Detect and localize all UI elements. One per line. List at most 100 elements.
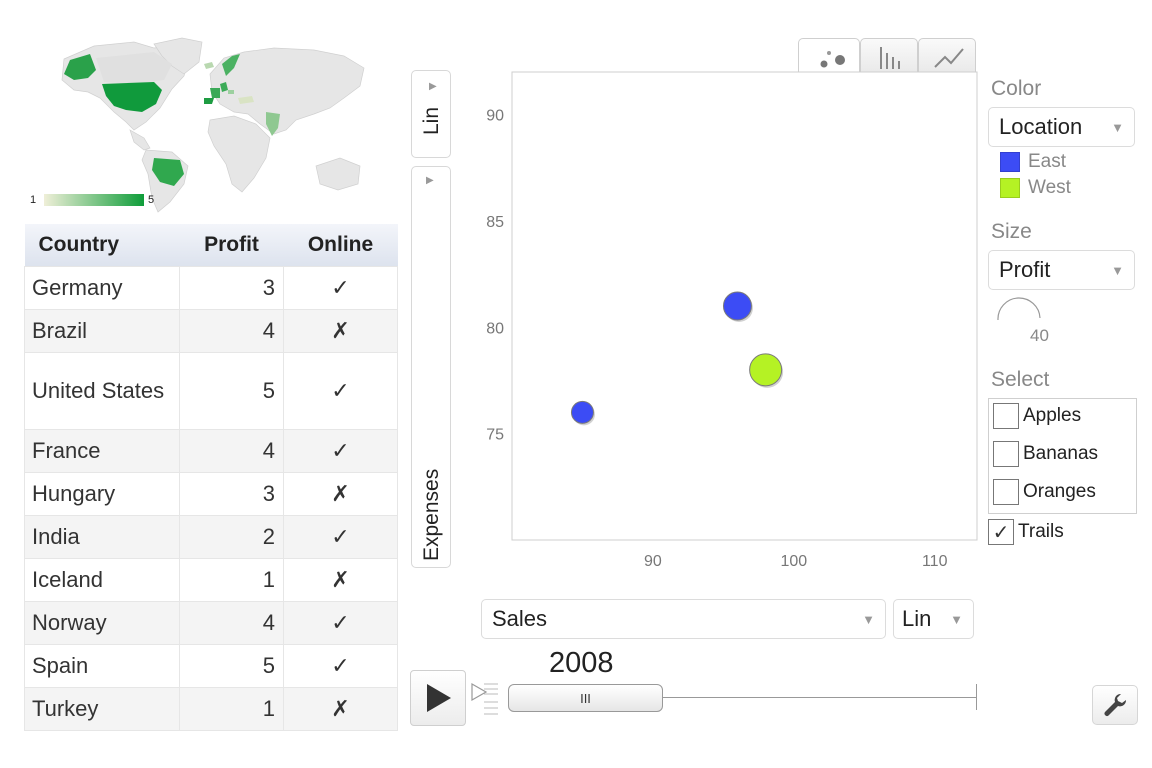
legend-swatch-west <box>1000 178 1020 198</box>
x-tick-label: 110 <box>922 553 948 570</box>
table-header-row: Country Profit Online <box>24 224 398 266</box>
select-label-apples: Apples <box>1023 405 1082 426</box>
line-chart-icon <box>934 48 964 68</box>
cell-online: ✗ <box>283 471 398 516</box>
table-row[interactable]: Spain 5 ✓ <box>24 643 398 688</box>
chevron-down-icon: ▼ <box>1111 262 1124 278</box>
column-header-profit[interactable]: Profit <box>179 224 284 266</box>
color-dropdown[interactable]: Location ▼ <box>988 107 1135 147</box>
timeline-slider-thumb[interactable]: III <box>508 684 663 712</box>
x-tick-label: 100 <box>780 553 807 570</box>
cell-country: Brazil <box>24 308 180 353</box>
table-row[interactable]: Iceland 1 ✗ <box>24 557 398 602</box>
x-scale-dropdown[interactable]: Lin ▼ <box>893 599 974 639</box>
y-scale-dropdown[interactable]: ▶ Lin <box>411 70 451 158</box>
select-label-bananas: Bananas <box>1023 443 1099 464</box>
tab-bubble-chart[interactable] <box>798 38 860 74</box>
cell-profit: 4 <box>179 308 284 353</box>
legend-swatch-east <box>1000 152 1020 172</box>
settings-button[interactable] <box>1092 685 1138 725</box>
select-item-apples[interactable]: Apples <box>993 403 1081 429</box>
table-row[interactable]: Germany 3 ✓ <box>24 265 398 310</box>
x-variable-dropdown[interactable]: Sales ▼ <box>481 599 886 639</box>
land-eurasia <box>209 47 365 135</box>
table-row[interactable]: Turkey 1 ✗ <box>24 686 398 731</box>
plot-area <box>511 71 978 541</box>
cell-online: ✓ <box>283 643 398 688</box>
table-body: Germany 3 ✓ Brazil 4 ✗ United States 5 ✓ France 4 ✓… <box>24 265 398 731</box>
size-dial-value: 40 <box>1030 326 1049 345</box>
y-tick-label: 80 <box>486 320 504 337</box>
legend-item-east[interactable]: East <box>1000 151 1066 173</box>
slider-grip-icon: III <box>580 690 591 706</box>
table-row[interactable]: India 2 ✓ <box>24 514 398 559</box>
y-variable-dropdown[interactable]: ▶ Expenses <box>411 166 451 568</box>
play-button[interactable] <box>410 670 466 726</box>
column-header-country[interactable]: Country <box>24 224 180 266</box>
geo-legend-gradient <box>44 194 144 206</box>
column-header-online[interactable]: Online <box>283 224 398 266</box>
highlighted-countries <box>64 52 280 186</box>
select-list: Apples Bananas Oranges <box>988 398 1137 514</box>
checkbox-apples[interactable] <box>993 403 1019 429</box>
legend-item-west[interactable]: West <box>1000 177 1071 199</box>
table-row[interactable]: United States 5 ✓ <box>24 351 398 430</box>
country-united-states <box>102 82 162 112</box>
chevron-down-icon: ▼ <box>950 611 963 627</box>
country-germany <box>220 82 228 92</box>
cell-online: ✗ <box>283 686 398 731</box>
checkbox-bananas[interactable] <box>993 441 1019 467</box>
chevron-down-icon: ▼ <box>1111 119 1124 135</box>
cell-profit: 1 <box>179 686 284 731</box>
select-item-oranges[interactable]: Oranges <box>993 479 1096 505</box>
size-section-label: Size <box>991 220 1032 243</box>
y-variable-label: Expenses <box>420 468 443 561</box>
country-brazil <box>152 158 184 186</box>
land-australia <box>315 157 361 191</box>
select-item-bananas[interactable]: Bananas <box>993 441 1098 467</box>
timeline-end-marker <box>976 684 977 710</box>
legend-label-west: West <box>1028 177 1071 198</box>
country-norway <box>222 54 240 76</box>
y-tick-label: 75 <box>486 427 504 444</box>
trails-toggle[interactable]: ✓ Trails <box>988 519 1064 545</box>
tab-bar-chart[interactable] <box>860 38 918 74</box>
cell-profit: 3 <box>179 471 284 516</box>
y-scale-caret-icon: ▶ <box>429 81 437 92</box>
country-canada <box>96 52 172 84</box>
checkbox-trails[interactable]: ✓ <box>988 519 1014 545</box>
x-scale-label: Lin <box>902 606 932 631</box>
bubble-chart[interactable]: 90 100 110 75 80 85 90 <box>470 70 980 590</box>
data-point-east-0[interactable] <box>570 400 594 424</box>
size-dial-icon[interactable] <box>994 296 1044 322</box>
cell-country: France <box>24 428 180 473</box>
cell-online: ✓ <box>283 265 398 310</box>
y-tick-label: 85 <box>486 214 504 231</box>
checkbox-oranges[interactable] <box>993 479 1019 505</box>
geo-color-legend: 1 5 <box>30 194 170 208</box>
country-france <box>210 88 220 98</box>
country-iceland <box>204 62 214 69</box>
cell-online: ✓ <box>283 428 398 473</box>
color-section-label: Color <box>991 77 1042 100</box>
y-scale-label: Lin <box>420 106 443 135</box>
table-row[interactable]: Norway 4 ✓ <box>24 600 398 645</box>
cell-country: Norway <box>24 600 180 645</box>
geo-map[interactable] <box>34 34 374 214</box>
timeline-track[interactable] <box>508 697 976 698</box>
data-point-east-1[interactable] <box>722 291 752 321</box>
speed-control-icon[interactable] <box>470 680 502 720</box>
size-dropdown[interactable]: Profit ▼ <box>988 250 1135 290</box>
wrench-icon <box>1104 693 1127 716</box>
cell-profit: 2 <box>179 514 284 559</box>
cell-online: ✓ <box>283 514 398 559</box>
cell-country: Germany <box>24 265 180 310</box>
table-row[interactable]: France 4 ✓ <box>24 428 398 473</box>
table-row[interactable]: Brazil 4 ✗ <box>24 308 398 353</box>
y-tick-label: 90 <box>486 108 504 125</box>
table-row[interactable]: Hungary 3 ✗ <box>24 471 398 516</box>
data-point-west-2[interactable] <box>749 353 783 387</box>
cell-online: ✗ <box>283 308 398 353</box>
chevron-down-icon: ▼ <box>862 611 875 627</box>
tab-line-chart[interactable] <box>918 38 976 74</box>
